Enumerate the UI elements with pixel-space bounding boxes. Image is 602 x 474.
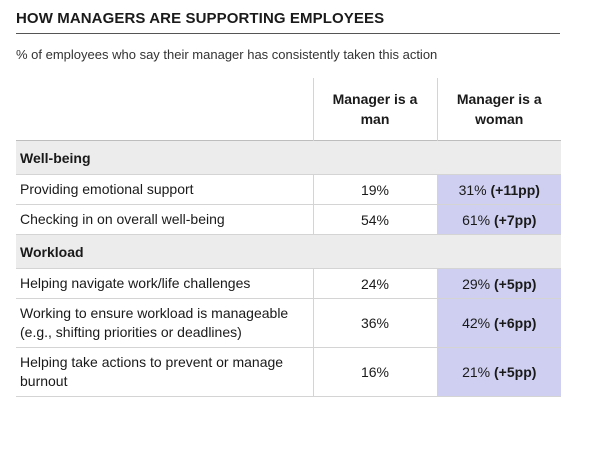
chart-title: HOW MANAGERS ARE SUPPORTING EMPLOYEES [16, 10, 560, 34]
table-row: Helping take actions to prevent or manag… [16, 347, 561, 397]
value-woman: 31% [458, 181, 487, 198]
value-man: 19% [312, 174, 437, 205]
header-blank-cell [16, 78, 313, 141]
section-label: Well-being [16, 140, 561, 175]
difference-label: (+5pp) [494, 364, 537, 380]
value-woman-cell: 31% (+11pp) [436, 174, 561, 205]
value-woman-cell: 42% (+6pp) [436, 298, 561, 348]
manager-support-table: Manager is a man Manager is a woman Well… [16, 78, 561, 397]
table-row: Checking in on overall well-being 54% 61… [16, 204, 561, 235]
value-woman-cell: 29% (+5pp) [436, 268, 561, 299]
table-row: Providing emotional support 19% 31% (+11… [16, 174, 561, 205]
difference-label: (+6pp) [494, 315, 537, 331]
value-man: 16% [312, 347, 437, 397]
table-row: Working to ensure workload is manageable… [16, 298, 561, 348]
column-header-man: Manager is a man [312, 78, 437, 141]
value-woman: 29% [462, 275, 491, 292]
row-label: Helping navigate work/life challenges [16, 268, 313, 299]
difference-label: (+7pp) [494, 211, 537, 228]
value-woman-cell: 21% (+5pp) [436, 347, 561, 397]
chart-subtitle: % of employees who say their manager has… [16, 47, 438, 62]
section-row-workload: Workload [16, 234, 561, 269]
value-man: 24% [312, 268, 437, 299]
section-label: Workload [16, 234, 561, 269]
value-woman: 42% [462, 315, 491, 331]
row-label: Helping take actions to prevent or manag… [16, 347, 313, 397]
difference-label: (+11pp) [490, 181, 540, 198]
value-man: 54% [312, 204, 437, 235]
row-label: Working to ensure workload is manageable… [16, 298, 313, 348]
value-man: 36% [312, 298, 437, 348]
column-header-woman: Manager is a woman [436, 78, 561, 141]
value-woman: 21% [462, 364, 491, 380]
value-woman-cell: 61% (+7pp) [436, 204, 561, 235]
table-row: Helping navigate work/life challenges 24… [16, 268, 561, 299]
table-header-row: Manager is a man Manager is a woman [16, 78, 561, 141]
row-label: Checking in on overall well-being [16, 204, 313, 235]
difference-label: (+5pp) [494, 275, 537, 292]
section-row-well-being: Well-being [16, 140, 561, 175]
row-label: Providing emotional support [16, 174, 313, 205]
value-woman: 61% [462, 211, 491, 228]
